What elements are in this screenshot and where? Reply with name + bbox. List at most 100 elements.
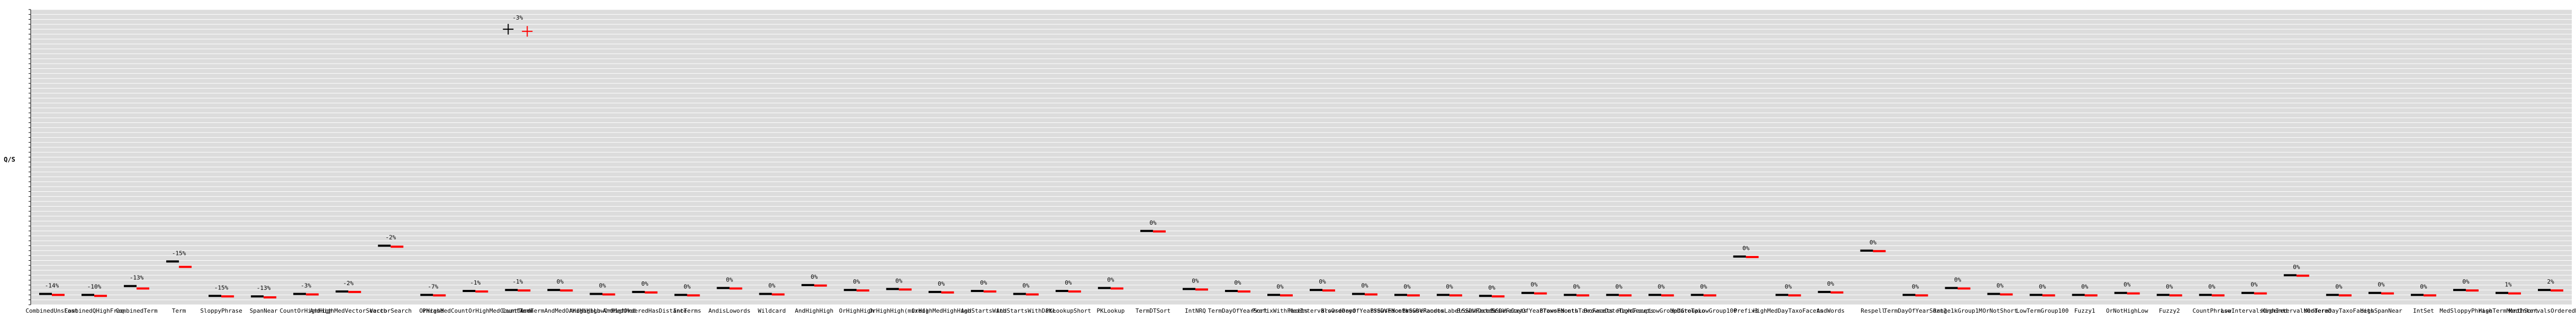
- candidate-bar-mark: [2169, 294, 2182, 297]
- candidate-bar-mark: [2211, 294, 2225, 297]
- category-label: IntTerms: [673, 307, 701, 314]
- pct-change-label: 0%: [2420, 283, 2427, 290]
- gridlines: [31, 9, 2572, 305]
- baseline-bar-mark: [1182, 288, 1195, 290]
- baseline-bar-mark: [1733, 255, 1746, 258]
- category-label: AndHighLowOrHighMed: [569, 307, 636, 314]
- pct-change-label: 0%: [2039, 283, 2046, 290]
- candidate-bar-mark: [1534, 292, 1547, 295]
- pct-change-label: 0%: [1065, 279, 1072, 286]
- category-label: MedTermDayTaxoFacets: [2304, 307, 2374, 314]
- baseline-bar-mark: [1310, 289, 1323, 292]
- candidate-bar-mark: [856, 289, 869, 292]
- bar-marks: [39, 24, 2563, 299]
- candidate-bar-mark: [899, 288, 912, 291]
- y-tick-labels: [29, 9, 31, 305]
- category-label: AndHighHigh: [795, 307, 833, 314]
- baseline-bar-mark: [1013, 293, 1026, 295]
- pct-change-label: -2%: [343, 280, 353, 287]
- category-label: Wildcard: [758, 307, 786, 314]
- category-label: SpanNear: [250, 307, 278, 314]
- category-label: PKLookupShort: [1046, 307, 1091, 314]
- baseline-bar-mark: [2114, 292, 2127, 294]
- pct-change-label: 0%: [1870, 239, 1877, 246]
- pct-change-label: -1%: [512, 278, 523, 285]
- candidate-bar-mark: [772, 293, 785, 296]
- baseline-bar-mark: [39, 293, 52, 295]
- candidate-bar-mark: [433, 294, 446, 297]
- pct-change-label: -15%: [172, 250, 186, 257]
- baseline-bar-mark: [2241, 292, 2254, 294]
- category-label: AndHighMedVectorSearch: [310, 307, 387, 314]
- baseline-bar-mark: [2072, 294, 2085, 296]
- baseline-bar-mark: [2537, 289, 2551, 292]
- baseline-bar-mark: [2410, 294, 2424, 296]
- candidate-bar-mark: [1915, 294, 1928, 297]
- candidate-bar-mark: [1407, 294, 1420, 297]
- candidate-bar-mark: [602, 293, 615, 296]
- pct-change-label: 0%: [1107, 276, 1114, 283]
- candidate-bar-mark: [1619, 294, 1632, 297]
- candidate-bar-mark: [475, 290, 488, 293]
- baseline-bar-mark: [124, 285, 137, 287]
- category-label: TermDayOfYearSort: [1208, 307, 1268, 314]
- candidate-bar-mark: [687, 294, 700, 297]
- candidate-bar-mark: [1195, 288, 1208, 291]
- pct-change-label: 0%: [895, 277, 903, 284]
- candidate-bar-mark: [2465, 289, 2479, 292]
- candidate-bar-mark: [1322, 289, 1336, 292]
- outlier-pct-label: -3%: [512, 14, 523, 21]
- category-label: OrNotHighLow: [2106, 307, 2148, 314]
- pct-change-label: 0%: [2166, 283, 2173, 290]
- baseline-bar-mark: [1691, 294, 1704, 296]
- candidate-bar-mark: [1957, 287, 1971, 290]
- candidate-bar-mark: [2084, 294, 2098, 297]
- pct-change-label: 0%: [726, 276, 733, 283]
- pct-change-label: 0%: [1234, 279, 1241, 286]
- pct-change-label: 0%: [1531, 281, 1538, 288]
- pct-change-label: 0%: [1319, 278, 1326, 285]
- category-label: LowTermGroup100: [2016, 307, 2069, 314]
- pct-change-label: 0%: [557, 278, 564, 285]
- candidate-bar-mark: [941, 291, 954, 294]
- category-label: OrHighHigh(mixed): [869, 307, 929, 314]
- baseline-bar-mark: [1606, 294, 1619, 296]
- candidate-bar-mark: [2338, 294, 2352, 297]
- category-label: MedSloppyPhrase: [2439, 307, 2492, 314]
- candidate-bar-mark: [1661, 294, 1674, 297]
- pct-change-label: 0%: [980, 279, 987, 286]
- category-label: VectorSearch: [370, 307, 412, 314]
- pct-change-label: 0%: [1573, 283, 1581, 290]
- baseline-bar-mark: [81, 294, 95, 296]
- pct-change-label: 0%: [1276, 283, 1284, 290]
- pct-change-label: 0%: [1446, 283, 1453, 290]
- category-label: Phrase: [422, 307, 443, 314]
- baseline-bar-mark: [378, 244, 391, 247]
- category-label: OrHighMedCountOrHighMedCountTerm: [419, 307, 531, 314]
- pct-change-label: -1%: [470, 279, 480, 286]
- category-label: CountOrHighHigh: [280, 307, 332, 314]
- candidate-bar-mark: [391, 245, 404, 248]
- category-label: Term: [172, 307, 186, 314]
- candidate-bar-mark: [2296, 275, 2309, 277]
- category-label: AndisLowords: [709, 307, 750, 314]
- category-label: Fuzzy2: [2159, 307, 2180, 314]
- pct-change-label: 0%: [1149, 219, 1157, 226]
- baseline-bar-mark: [1521, 292, 1535, 294]
- baseline-bar-mark: [462, 290, 476, 293]
- baseline-bar-mark: [716, 287, 730, 289]
- category-label: HighSpanNear: [2360, 307, 2402, 314]
- pct-change-label: 0%: [1022, 282, 1030, 289]
- category-label: BrowseDateTaxoFacets: [1584, 307, 1654, 314]
- candidate-bar-mark: [814, 284, 827, 287]
- baseline-bar-mark: [589, 293, 603, 295]
- pct-change-label: -10%: [87, 283, 102, 290]
- candidate-bar-mark: [348, 290, 361, 293]
- category-label: CombinedUnsFast: [25, 307, 78, 314]
- pct-change-label: 2%: [2547, 278, 2554, 285]
- pct-change-label: 0%: [1616, 283, 1623, 290]
- candidate-bar-mark: [1746, 255, 1759, 258]
- baseline-bar-mark: [547, 289, 560, 292]
- candidate-bar-mark: [52, 294, 65, 296]
